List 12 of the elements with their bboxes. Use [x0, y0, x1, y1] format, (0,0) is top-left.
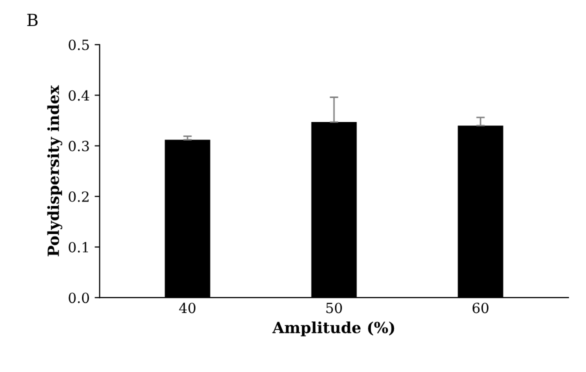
y-axis-title: Polydispersity index — [47, 85, 62, 256]
y-tick-label: 0.0 — [68, 292, 89, 304]
chart-title: B — [27, 14, 38, 26]
x-tick-label: 60 — [472, 302, 488, 314]
x-axis-title: Amplitude (%) — [272, 321, 394, 336]
y-tick-label: 0.5 — [68, 40, 89, 50]
x-tick-label: 40 — [179, 302, 196, 314]
x-tick-label: 50 — [326, 302, 342, 314]
y-tick-label: 0.2 — [68, 191, 89, 202]
y-tick-label: 0.1 — [68, 242, 88, 252]
y-tick-label: 0.3 — [68, 140, 89, 152]
y-tick-label: 0.4 — [68, 90, 90, 101]
